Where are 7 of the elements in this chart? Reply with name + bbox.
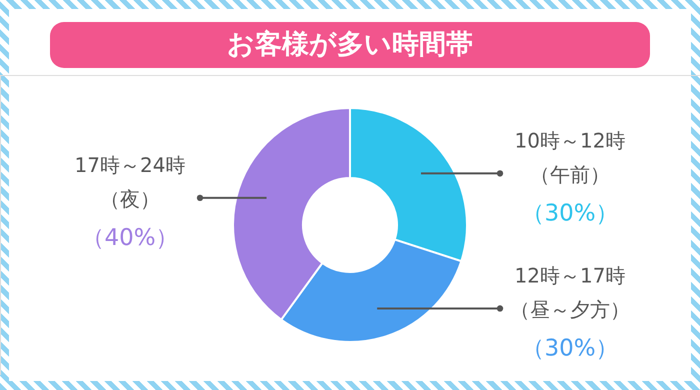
slice-label: 17時～24時（夜）	[74, 152, 186, 211]
data-label: （40%）	[81, 224, 179, 251]
slice-label: 12時～17時（昼～夕方）	[510, 263, 630, 322]
data-label: （30%）	[521, 335, 619, 362]
chart-title: お客様が多い時間帯	[50, 22, 650, 68]
slice-label: 10時～12時（午前）	[514, 128, 626, 186]
data-label: （30%）	[521, 200, 619, 226]
